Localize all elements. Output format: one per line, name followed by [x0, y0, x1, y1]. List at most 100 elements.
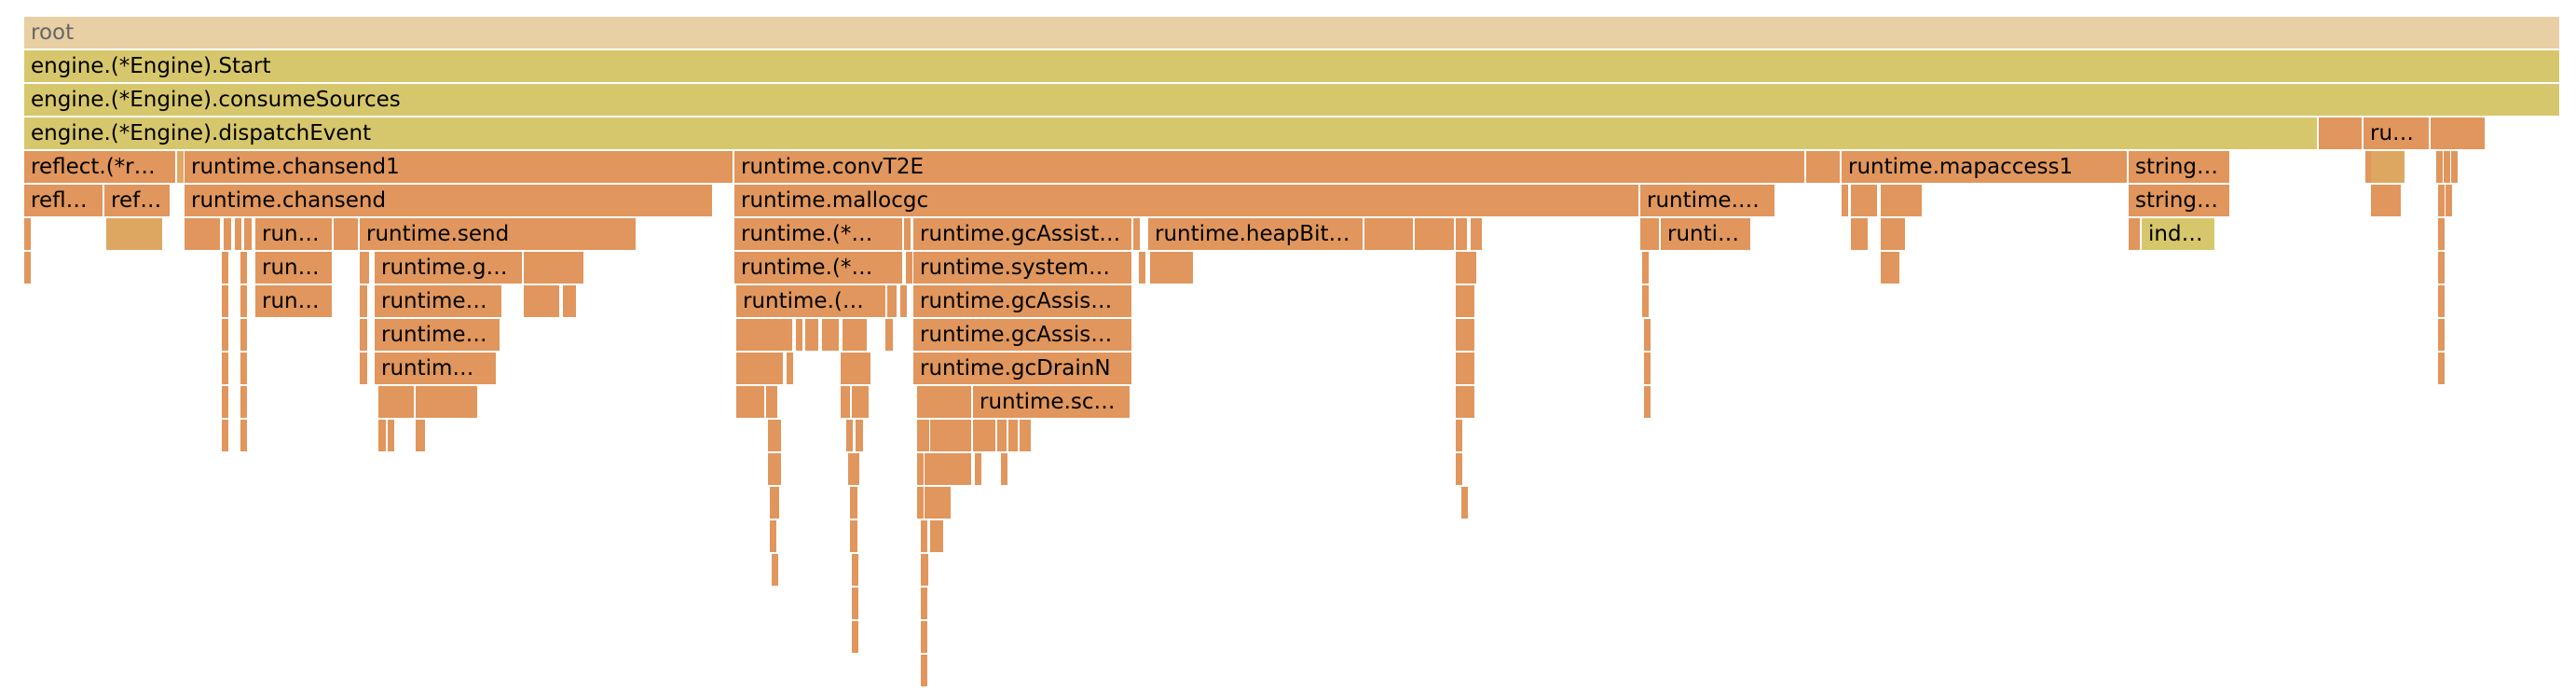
- frame-root[interactable]: root: [24, 17, 2561, 48]
- frame-row14-d[interactable]: [925, 487, 952, 519]
- frame-row7-l[interactable]: [2438, 252, 2446, 284]
- frame-row13-f[interactable]: [1001, 453, 1009, 485]
- frame-consume-sources[interactable]: engine.(*Engine).consumeSources: [24, 84, 2561, 116]
- frame-row14-e[interactable]: [1461, 487, 1470, 519]
- frame-row8-j[interactable]: [2438, 285, 2446, 317]
- frame-row16-b[interactable]: [852, 554, 860, 586]
- frame-row10-a[interactable]: [222, 353, 230, 384]
- frame-runtime-5a[interactable]: runtime…: [375, 285, 503, 317]
- frame-row13-d[interactable]: [925, 453, 973, 485]
- frame-row5-f[interactable]: [2446, 185, 2454, 216]
- frame-row11-g[interactable]: [841, 386, 852, 418]
- frame-run-3[interactable]: run…: [255, 285, 334, 317]
- frame-row10-d[interactable]: [736, 353, 785, 384]
- frame-row3-c[interactable]: [2431, 118, 2487, 149]
- frame-row5-c[interactable]: [1881, 185, 1924, 216]
- frame-row12-a[interactable]: [222, 420, 230, 451]
- frame-row6-n[interactable]: [1640, 218, 1661, 250]
- frame-row11-a[interactable]: [222, 386, 230, 418]
- frame-row6-q[interactable]: [2129, 218, 2142, 250]
- frame-row13-g[interactable]: [1456, 453, 1464, 485]
- frame-row12-o[interactable]: [1020, 420, 1033, 451]
- frame-row9-a[interactable]: [222, 319, 230, 351]
- frame-row5-d[interactable]: [2371, 185, 2403, 216]
- frame-row6-g[interactable]: [334, 218, 360, 250]
- frame-row6-d[interactable]: [224, 218, 233, 250]
- frame-row6-p[interactable]: [1881, 218, 1907, 250]
- frame-row12-k[interactable]: [930, 420, 973, 451]
- frame-row12-f[interactable]: [768, 420, 783, 451]
- frame-string-1[interactable]: string…: [2129, 151, 2231, 183]
- frame-run-1[interactable]: run…: [255, 218, 334, 250]
- frame-send[interactable]: runtime.send: [360, 218, 637, 250]
- frame-row8-g[interactable]: [900, 285, 909, 317]
- frame-row6-o[interactable]: [1851, 218, 1870, 250]
- frame-row5-a[interactable]: [1842, 185, 1850, 216]
- frame-row6-h[interactable]: [904, 218, 912, 250]
- frame-string-2[interactable]: string…: [2129, 185, 2231, 216]
- frame-row14-b[interactable]: [850, 487, 859, 519]
- frame-system[interactable]: runtime.system…: [913, 252, 1133, 284]
- frame-row7-b[interactable]: [222, 252, 230, 284]
- frame-row15-a[interactable]: [770, 520, 778, 552]
- frame-row13-e[interactable]: [975, 453, 983, 485]
- frame-row6-b[interactable]: [106, 218, 164, 250]
- frame-row10-e[interactable]: [787, 353, 795, 384]
- frame-engine-start[interactable]: engine.(*Engine).Start: [24, 50, 2561, 82]
- frame-dispatch-event[interactable]: engine.(*Engine).dispatchEvent: [24, 118, 2319, 149]
- frame-row4-mid[interactable]: [1806, 151, 1842, 183]
- frame-runtime-star-1[interactable]: runtime.(*…: [734, 218, 904, 250]
- frame-row12-d[interactable]: [388, 420, 396, 451]
- frame-row11-c[interactable]: [378, 386, 416, 418]
- frame-gcAssist[interactable]: runtime.gcAssist…: [913, 218, 1133, 250]
- frame-row7-k[interactable]: [1881, 252, 1901, 284]
- frame-row9-b[interactable]: [240, 319, 249, 351]
- frame-row12-b[interactable]: [240, 420, 249, 451]
- frame-row17-c[interactable]: [852, 621, 860, 653]
- frame-row7-c[interactable]: [240, 252, 249, 284]
- frame-row3-a[interactable]: [2319, 118, 2364, 149]
- frame-row13-b[interactable]: [848, 453, 861, 485]
- frame-gcAssis-1[interactable]: runtime.gcAssis…: [913, 285, 1133, 317]
- frame-row11-i[interactable]: [917, 386, 973, 418]
- frame-row8-b[interactable]: [240, 285, 249, 317]
- frame-row10-f[interactable]: [841, 353, 872, 384]
- frame-row15-d[interactable]: [930, 520, 945, 552]
- frame-gcAssis-2[interactable]: runtime.gcAssis…: [913, 319, 1133, 351]
- frame-row10-c[interactable]: [360, 353, 369, 384]
- frame-row9-e[interactable]: [796, 319, 804, 351]
- frame-ref[interactable]: ref…: [104, 185, 171, 216]
- frame-row9-f[interactable]: [805, 319, 820, 351]
- frame-row11-b[interactable]: [240, 386, 249, 418]
- frame-row9-k[interactable]: [1644, 319, 1652, 351]
- frame-reflect-r[interactable]: reflect.(*r…: [24, 151, 177, 183]
- frame-row11-h[interactable]: [852, 386, 870, 418]
- frame-row11-e[interactable]: [736, 386, 766, 418]
- frame-row12-m[interactable]: [997, 420, 1008, 451]
- frame-runtim[interactable]: runtim…: [375, 353, 498, 384]
- frame-row7-a[interactable]: [24, 252, 33, 284]
- frame-row12-p[interactable]: [1456, 420, 1464, 451]
- frame-row9-i[interactable]: [885, 319, 895, 351]
- frame-row8-d[interactable]: [524, 285, 561, 317]
- frame-row14-a[interactable]: [770, 487, 781, 519]
- frame-row18-a[interactable]: [921, 621, 929, 653]
- frame-row12-g[interactable]: [846, 420, 855, 451]
- frame-row8-f[interactable]: [887, 285, 898, 317]
- frame-row6-r[interactable]: [2438, 218, 2446, 250]
- frame-row6-a[interactable]: [24, 218, 33, 250]
- frame-ind[interactable]: ind…: [2142, 218, 2216, 250]
- frame-row7-g[interactable]: [1139, 252, 1147, 284]
- frame-runtime-paren[interactable]: runtime.(…: [736, 285, 887, 317]
- frame-row11-f[interactable]: [766, 386, 779, 418]
- frame-row13-a[interactable]: [768, 453, 783, 485]
- frame-row6-i[interactable]: [1133, 218, 1142, 250]
- frame-row16-a[interactable]: [772, 554, 780, 586]
- frame-row7-j[interactable]: [1642, 252, 1651, 284]
- frame-row6-f[interactable]: [244, 218, 253, 250]
- frame-row16-c[interactable]: [921, 554, 930, 586]
- frame-row11-k[interactable]: [1644, 386, 1652, 418]
- frame-row7-e[interactable]: [524, 252, 585, 284]
- frame-row6-j[interactable]: [1364, 218, 1415, 250]
- frame-row12-e[interactable]: [416, 420, 427, 451]
